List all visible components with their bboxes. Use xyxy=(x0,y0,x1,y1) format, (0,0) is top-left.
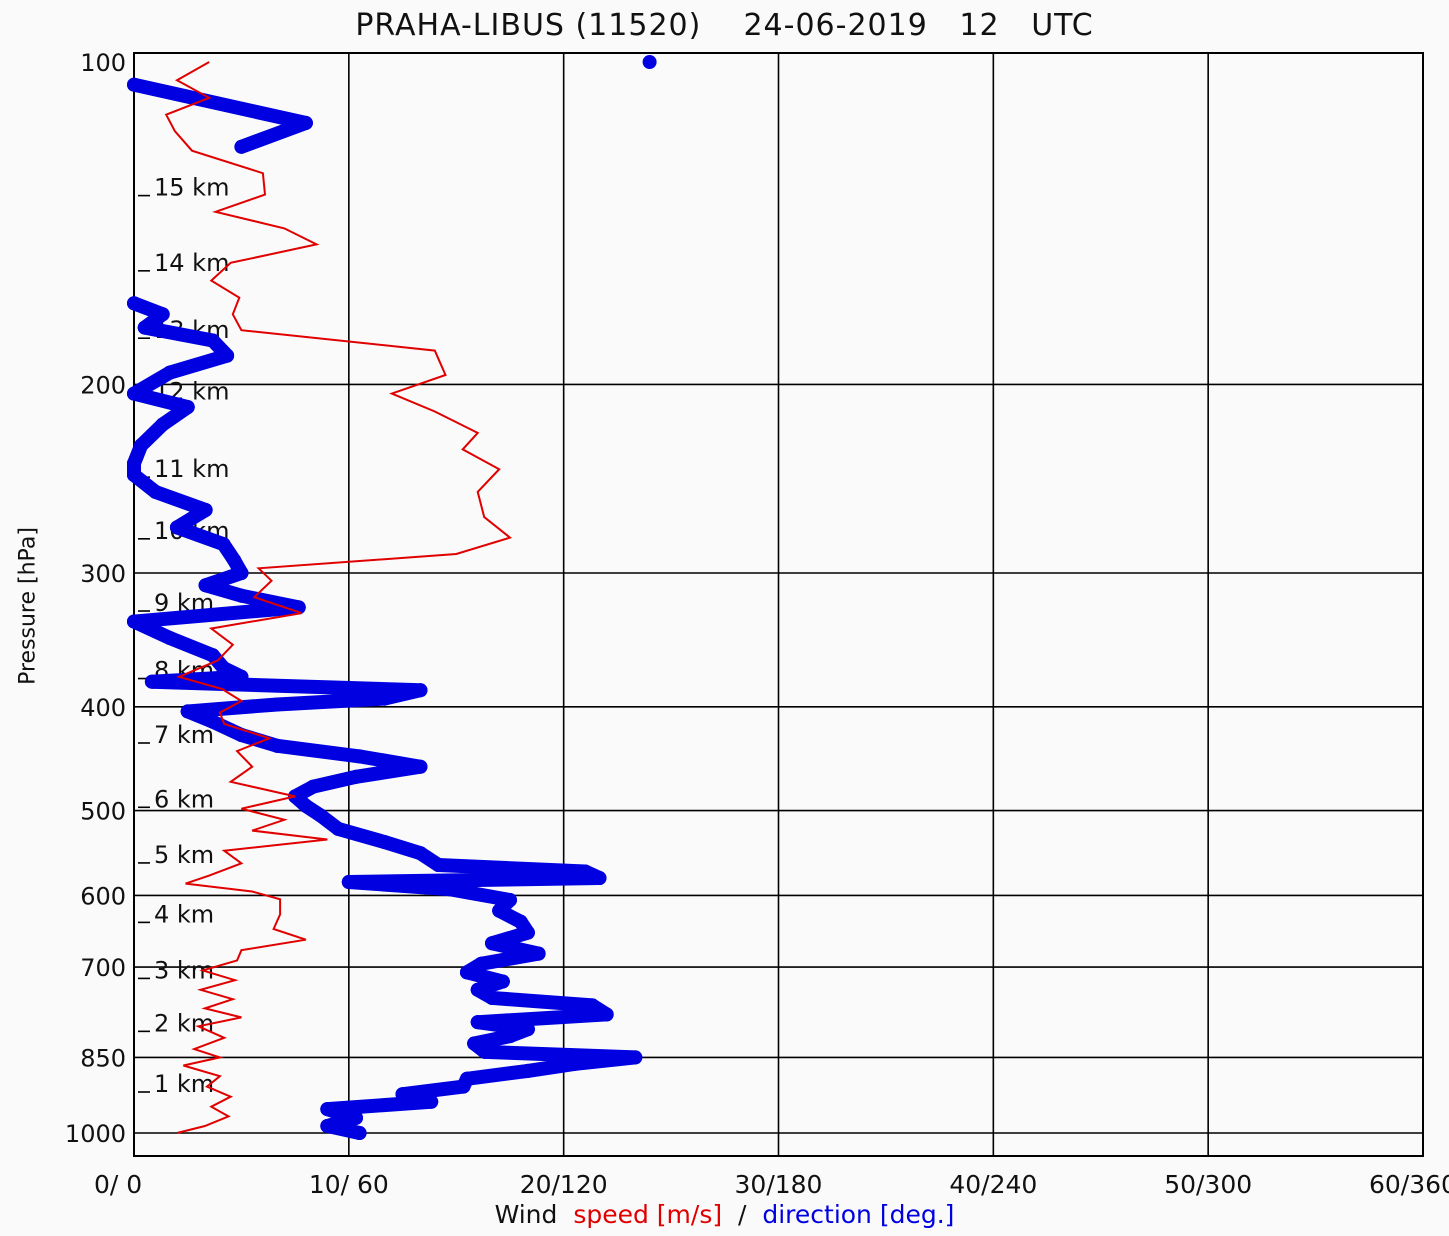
x-tick-label: 30/180 xyxy=(735,1170,823,1199)
x-axis-label-direction: direction [deg.] xyxy=(762,1200,955,1229)
speed-series xyxy=(164,61,513,1134)
x-axis-label-wind: Wind xyxy=(494,1200,558,1229)
direction-segment xyxy=(180,697,285,719)
x-tick-label: 60/360 xyxy=(1369,1170,1449,1199)
height-label: 5 km xyxy=(154,841,214,869)
y-tick-labels: 100 200 300 400 500 600 700 850 1000 xyxy=(65,49,126,1148)
direction-series xyxy=(127,55,657,1140)
direction-segment xyxy=(148,484,213,518)
direction-point xyxy=(127,296,141,311)
grid xyxy=(134,53,1423,1156)
y-tick-label: 600 xyxy=(80,882,126,910)
direction-segment xyxy=(137,320,220,348)
direction-segment xyxy=(270,691,392,712)
direction-segment xyxy=(442,882,517,908)
x-axis-label-separator: / xyxy=(738,1200,747,1229)
direction-point xyxy=(642,55,657,69)
speed-line xyxy=(164,61,513,1134)
x-axis-label: Wind speed [m/s] / direction [deg.] xyxy=(0,1200,1449,1229)
direction-segment xyxy=(485,990,600,1013)
height-label: 6 km xyxy=(154,785,214,813)
direction-segment xyxy=(331,821,392,850)
height-label: 2 km xyxy=(154,1009,214,1037)
x-tick-label: 40/240 xyxy=(949,1170,1037,1199)
height-label: 1 km xyxy=(154,1070,214,1098)
direction-segment xyxy=(477,1044,643,1065)
direction-segment xyxy=(127,77,313,130)
direction-segment xyxy=(162,631,220,663)
height-label: 4 km xyxy=(154,900,214,928)
direction-point xyxy=(127,77,141,92)
direction-segment xyxy=(127,600,306,629)
direction-segment xyxy=(352,749,428,774)
direction-segment xyxy=(162,348,235,380)
x-tick-label: 10/ 60 xyxy=(309,1170,389,1199)
y-tick-label: 850 xyxy=(80,1044,126,1072)
direction-segment xyxy=(144,669,249,689)
direction-segment xyxy=(470,1007,614,1030)
x-axis-label-speed: speed [m/s] xyxy=(573,1200,723,1229)
y-tick-label: 200 xyxy=(80,371,126,399)
direction-segment xyxy=(520,1056,582,1078)
y-tick-label: 100 xyxy=(80,49,126,77)
direction-segment xyxy=(459,1063,535,1086)
y-tick-label: 1000 xyxy=(65,1120,126,1148)
x-tick-label: 0/ 0 xyxy=(94,1170,142,1199)
y-tick-label: 300 xyxy=(80,560,126,588)
height-label: 11 km xyxy=(154,455,229,483)
y-tick-label: 400 xyxy=(80,694,126,722)
direction-segment xyxy=(306,769,363,794)
y-tick-label: 500 xyxy=(80,798,126,826)
y-tick-label: 700 xyxy=(80,954,126,982)
direction-segment xyxy=(270,738,367,764)
x-tick-labels: 0/ 0 10/ 60 20/120 30/180 40/240 50/300 60/360 xyxy=(94,1170,1449,1199)
x-tick-label: 20/120 xyxy=(520,1170,608,1199)
chart-title: PRAHA-LIBUS (11520) 24-06-2019 12 UTC xyxy=(355,8,1094,43)
x-tick-label: 50/300 xyxy=(1164,1170,1252,1199)
direction-segment xyxy=(395,1079,471,1102)
height-label: 15 km xyxy=(154,174,229,202)
direction-segment xyxy=(431,857,593,879)
direction-segment xyxy=(341,871,607,890)
height-label: 14 km xyxy=(154,249,229,277)
